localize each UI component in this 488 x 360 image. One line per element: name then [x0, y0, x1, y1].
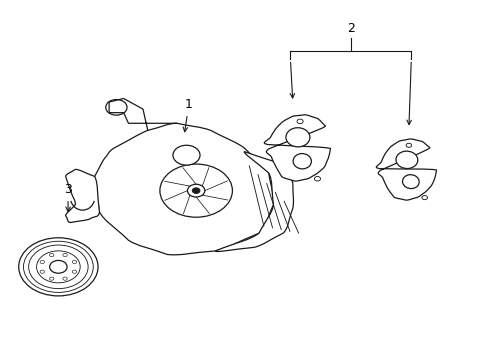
PathPatch shape: [65, 169, 99, 222]
Circle shape: [37, 251, 80, 283]
Circle shape: [421, 195, 427, 200]
Circle shape: [63, 253, 67, 257]
Text: 1: 1: [183, 98, 192, 132]
Circle shape: [40, 270, 44, 273]
PathPatch shape: [264, 115, 330, 181]
Circle shape: [49, 277, 54, 280]
Ellipse shape: [292, 154, 311, 169]
Circle shape: [105, 100, 127, 115]
Circle shape: [72, 260, 77, 264]
Circle shape: [29, 245, 88, 289]
Circle shape: [49, 253, 54, 257]
Circle shape: [173, 145, 200, 165]
PathPatch shape: [94, 123, 273, 255]
Ellipse shape: [285, 128, 309, 147]
Ellipse shape: [402, 175, 418, 189]
Circle shape: [314, 176, 320, 181]
Circle shape: [296, 119, 303, 123]
PathPatch shape: [376, 139, 436, 200]
Text: 3: 3: [64, 183, 72, 211]
Circle shape: [63, 277, 67, 280]
Circle shape: [72, 270, 77, 273]
Text: 2: 2: [346, 22, 354, 35]
PathPatch shape: [215, 152, 293, 252]
Circle shape: [160, 164, 232, 217]
Circle shape: [23, 241, 93, 292]
Circle shape: [405, 143, 411, 147]
Circle shape: [187, 184, 204, 197]
Ellipse shape: [395, 151, 417, 168]
Circle shape: [192, 188, 200, 193]
Circle shape: [50, 260, 67, 273]
Circle shape: [19, 238, 98, 296]
Circle shape: [40, 260, 44, 264]
